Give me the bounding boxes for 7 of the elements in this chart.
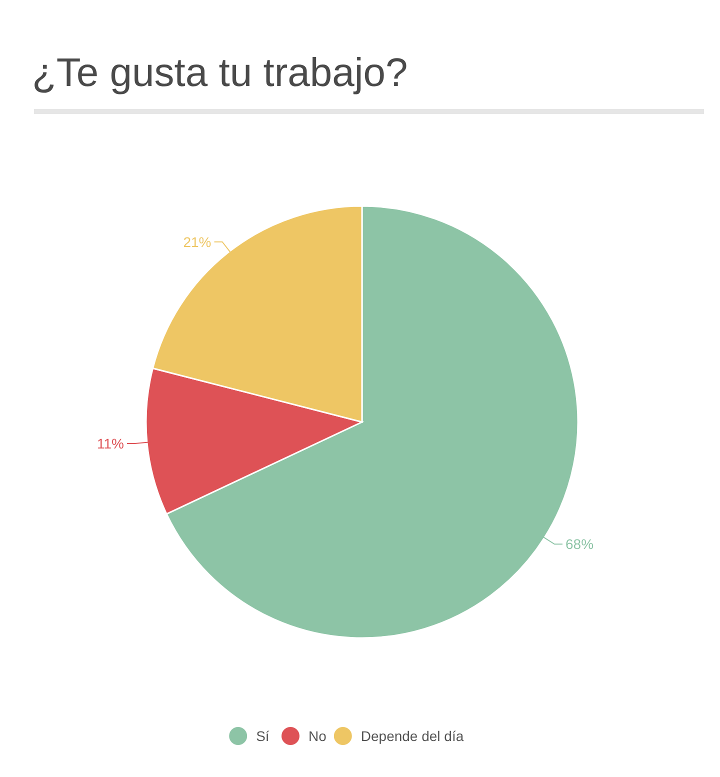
data-label: 68%: [566, 536, 594, 552]
data-label: 21%: [183, 234, 212, 250]
legend-label: No: [308, 728, 327, 744]
legend-label: Depende del día: [360, 728, 464, 744]
data-label: 11%: [97, 435, 124, 452]
legend-label: Sí: [256, 728, 270, 744]
chart-title: ¿Te gusta tu trabajo?: [32, 51, 408, 95]
